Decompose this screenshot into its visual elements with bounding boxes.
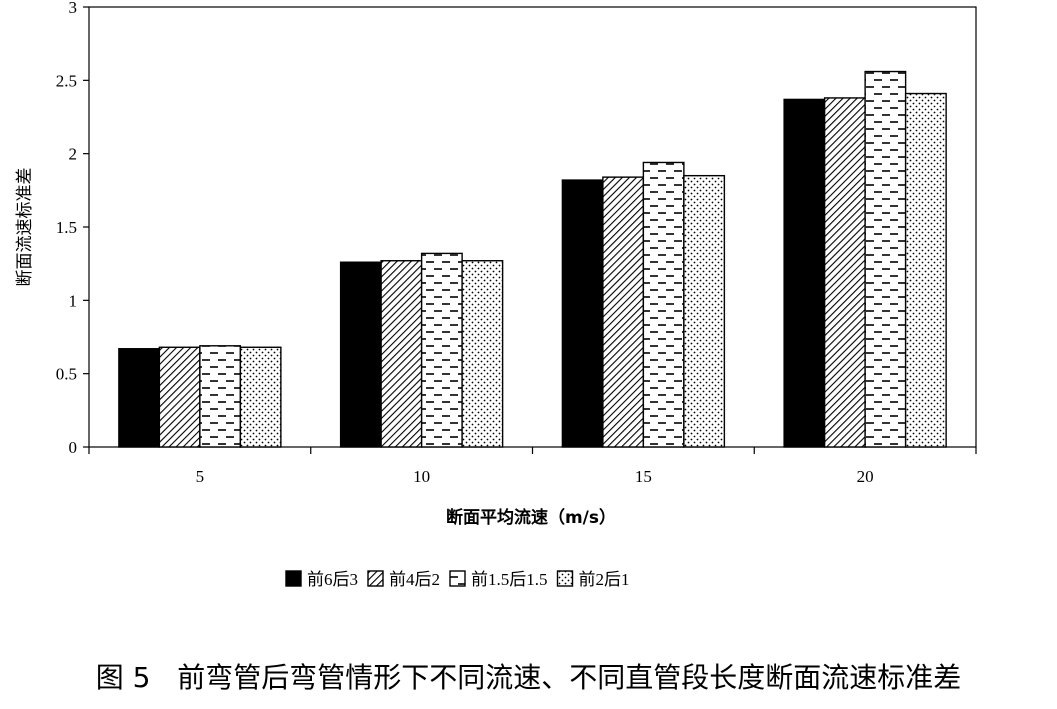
bar-diagonal xyxy=(823,97,866,448)
bar-diagonal xyxy=(602,176,645,448)
bar-dashes xyxy=(199,345,242,448)
bar-chart: 0 0.5 1 1.5 2 2.5 3 5 10 15 20 断面平均流速（m/s） 断面流速标准… xyxy=(15,0,977,589)
y-tick-label: 0.5 xyxy=(56,365,77,384)
y-tick-label: 2 xyxy=(69,145,78,164)
legend-swatch xyxy=(367,570,384,587)
bar-dots xyxy=(239,346,282,448)
legend-swatch xyxy=(285,570,302,587)
bar-diagonal xyxy=(380,260,423,448)
y-tick-label: 1.5 xyxy=(56,218,77,237)
bar-dots xyxy=(461,260,504,448)
bars-group xyxy=(118,70,947,448)
y-tick-label: 1 xyxy=(69,291,78,310)
legend-label: 前6后3 xyxy=(307,570,358,589)
x-tick-label: 10 xyxy=(413,467,430,486)
bar-dots xyxy=(683,174,726,448)
bar-dots xyxy=(904,92,947,448)
bar-dashes xyxy=(864,70,907,448)
x-tick-label: 5 xyxy=(196,467,205,486)
y-tick-label: 2.5 xyxy=(56,71,77,90)
legend-swatch xyxy=(556,570,574,587)
legend-label: 前1.5后1.5 xyxy=(471,570,548,589)
bar-dashes xyxy=(420,252,463,448)
y-axis-title: 断面流速标准差 xyxy=(15,168,35,287)
x-axis: 5 10 15 20 xyxy=(88,447,977,486)
bar-solid xyxy=(339,261,382,448)
y-axis: 0 0.5 1 1.5 2 2.5 3 xyxy=(56,0,89,457)
x-tick-label: 15 xyxy=(635,467,652,486)
bar-dashes xyxy=(642,161,685,448)
legend: 前6后3 前4后2 前1.5后1.5 前2后1 xyxy=(285,570,630,589)
x-axis-title: 断面平均流速（m/s） xyxy=(446,507,616,528)
y-tick-label: 0 xyxy=(69,438,78,457)
legend-label: 前4后2 xyxy=(389,570,440,589)
figure-caption: 图 5 前弯管后弯管情形下不同流速、不同直管段长度断面流速标准差 xyxy=(95,661,962,694)
x-tick-label: 20 xyxy=(857,467,874,486)
bar-solid xyxy=(561,179,604,448)
y-tick-label: 3 xyxy=(69,0,78,17)
legend-label: 前2后1 xyxy=(579,570,630,589)
bar-diagonal xyxy=(158,346,201,448)
bar-solid xyxy=(118,348,161,448)
bar-solid xyxy=(783,98,826,448)
legend-swatch xyxy=(449,570,466,587)
